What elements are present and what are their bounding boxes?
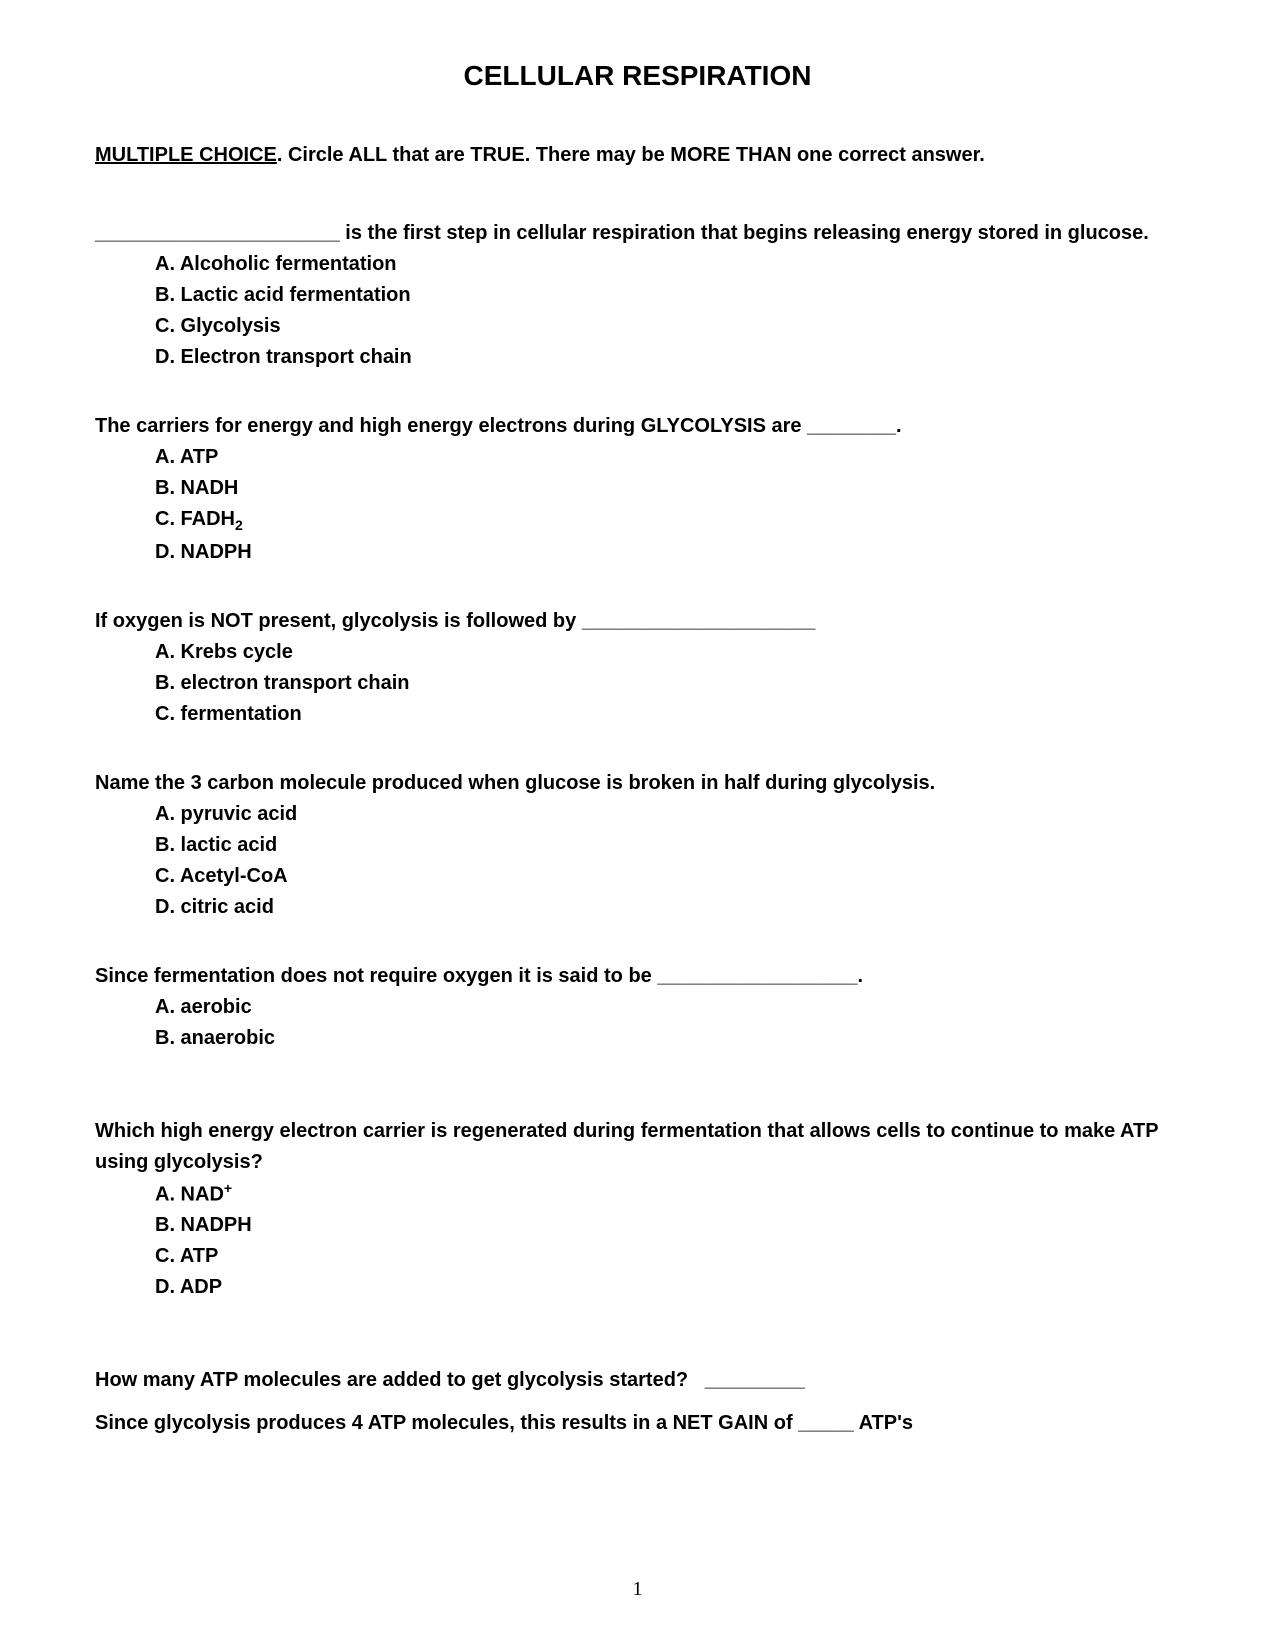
question-1-option-d: D. Electron transport chain bbox=[155, 342, 1180, 373]
question-5-options: A. aerobic B. anaerobic bbox=[95, 992, 1180, 1054]
instructions-rest: . Circle ALL that are TRUE. There may be… bbox=[277, 144, 985, 166]
question-6-text: Which high energy electron carrier is re… bbox=[95, 1116, 1180, 1178]
question-5: Since fermentation does not require oxyg… bbox=[95, 961, 1180, 1054]
question-3-option-c: C. fermentation bbox=[155, 699, 1180, 730]
question-5-option-a: A. aerobic bbox=[155, 992, 1180, 1023]
instructions: MULTIPLE CHOICE. Circle ALL that are TRU… bbox=[95, 140, 1180, 170]
question-1-options: A. Alcoholic fermentation B. Lactic acid… bbox=[95, 249, 1180, 373]
short-answer-1-text: How many ATP molecules are added to get … bbox=[95, 1365, 1180, 1396]
question-4: Name the 3 carbon molecule produced when… bbox=[95, 768, 1180, 923]
question-4-option-b: B. lactic acid bbox=[155, 830, 1180, 861]
question-1-text: ______________________ is the first step… bbox=[95, 218, 1180, 249]
question-2-option-c: C. FADH2 bbox=[155, 504, 1180, 537]
question-4-text: Name the 3 carbon molecule produced when… bbox=[95, 768, 1180, 799]
question-6: Which high energy electron carrier is re… bbox=[95, 1116, 1180, 1304]
question-3: If oxygen is NOT present, glycolysis is … bbox=[95, 606, 1180, 730]
question-1-option-c: C. Glycolysis bbox=[155, 311, 1180, 342]
short-answer-2: Since glycolysis produces 4 ATP molecule… bbox=[95, 1408, 1180, 1439]
short-answer-1: How many ATP molecules are added to get … bbox=[95, 1365, 1180, 1396]
question-5-text: Since fermentation does not require oxyg… bbox=[95, 961, 1180, 992]
subscript: 2 bbox=[235, 517, 243, 533]
question-3-option-a: A. Krebs cycle bbox=[155, 637, 1180, 668]
question-1: ______________________ is the first step… bbox=[95, 218, 1180, 373]
question-1-option-b: B. Lactic acid fermentation bbox=[155, 280, 1180, 311]
question-4-option-a: A. pyruvic acid bbox=[155, 799, 1180, 830]
question-2-text: The carriers for energy and high energy … bbox=[95, 411, 1180, 442]
page-number: 1 bbox=[0, 1578, 1275, 1601]
question-4-option-d: D. citric acid bbox=[155, 892, 1180, 923]
question-6-option-a: A. NAD+ bbox=[155, 1178, 1180, 1211]
question-6-option-b: B. NADPH bbox=[155, 1210, 1180, 1241]
superscript: + bbox=[224, 1180, 232, 1196]
instructions-underlined: MULTIPLE CHOICE bbox=[95, 144, 277, 166]
question-6-option-c: C. ATP bbox=[155, 1241, 1180, 1272]
question-2-option-a: A. ATP bbox=[155, 442, 1180, 473]
question-4-option-c: C. Acetyl-CoA bbox=[155, 861, 1180, 892]
question-5-option-b: B. anaerobic bbox=[155, 1023, 1180, 1054]
question-3-text: If oxygen is NOT present, glycolysis is … bbox=[95, 606, 1180, 637]
question-2: The carriers for energy and high energy … bbox=[95, 411, 1180, 568]
page-title: CELLULAR RESPIRATION bbox=[95, 60, 1180, 92]
question-2-option-b: B. NADH bbox=[155, 473, 1180, 504]
question-1-option-a: A. Alcoholic fermentation bbox=[155, 249, 1180, 280]
question-2-option-d: D. NADPH bbox=[155, 537, 1180, 568]
short-answer-2-text: Since glycolysis produces 4 ATP molecule… bbox=[95, 1408, 1180, 1439]
question-3-options: A. Krebs cycle B. electron transport cha… bbox=[95, 637, 1180, 730]
question-6-options: A. NAD+ B. NADPH C. ATP D. ADP bbox=[95, 1178, 1180, 1304]
question-4-options: A. pyruvic acid B. lactic acid C. Acetyl… bbox=[95, 799, 1180, 923]
question-2-options: A. ATP B. NADH C. FADH2 D. NADPH bbox=[95, 442, 1180, 568]
question-3-option-b: B. electron transport chain bbox=[155, 668, 1180, 699]
question-6-option-d: D. ADP bbox=[155, 1272, 1180, 1303]
